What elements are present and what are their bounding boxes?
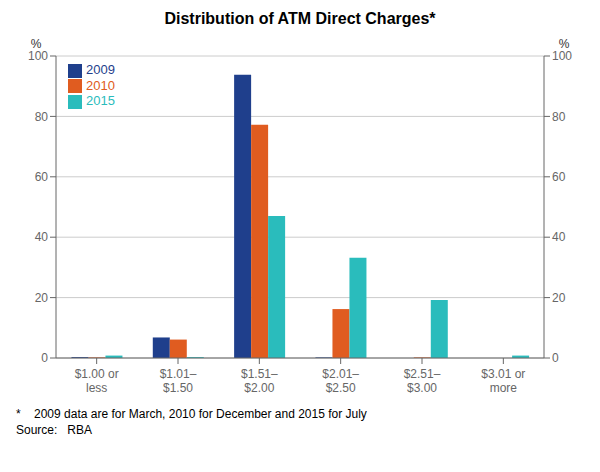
svg-text:80: 80 [35, 110, 49, 124]
html-text:* 2009 data are for March, 201: * 2009 data are for March, 2010 for Dece… [16, 407, 367, 421]
svg-text:%: % [31, 37, 42, 51]
svg-text:$1.51–$2.00: $1.51–$2.00 [241, 367, 278, 395]
svg-text:$2.01–$2.50: $2.01–$2.50 [322, 367, 359, 395]
svg-text:20: 20 [35, 291, 49, 305]
svg-text:40: 40 [552, 230, 566, 244]
svg-text:0: 0 [41, 351, 48, 365]
svg-text:60: 60 [552, 170, 566, 184]
svg-text:0: 0 [552, 351, 559, 365]
svg-text:40: 40 [35, 230, 49, 244]
svg-text:100: 100 [552, 49, 572, 63]
html-text:Source: RBA: Source: RBA [16, 423, 92, 437]
html-text:Distribution of ATM Direct Cha: Distribution of ATM Direct Charges* [164, 10, 436, 27]
svg-text:80: 80 [552, 110, 566, 124]
svg-text:60: 60 [35, 170, 49, 184]
svg-text:$1.01–$1.50: $1.01–$1.50 [160, 367, 197, 395]
html-text:2010: 2010 [86, 77, 115, 93]
svg-text:20: 20 [552, 291, 566, 305]
svg-text:100: 100 [28, 49, 48, 63]
svg-text:%: % [559, 37, 570, 51]
html-text:2009: 2009 [86, 62, 115, 77]
svg-text:$1.00 orless: $1.00 orless [75, 367, 119, 395]
svg-text:$3.01 ormore: $3.01 ormore [481, 367, 525, 395]
svg-text:$2.51–$3.00: $2.51–$3.00 [404, 367, 441, 395]
html-text:2015: 2015 [86, 93, 115, 109]
